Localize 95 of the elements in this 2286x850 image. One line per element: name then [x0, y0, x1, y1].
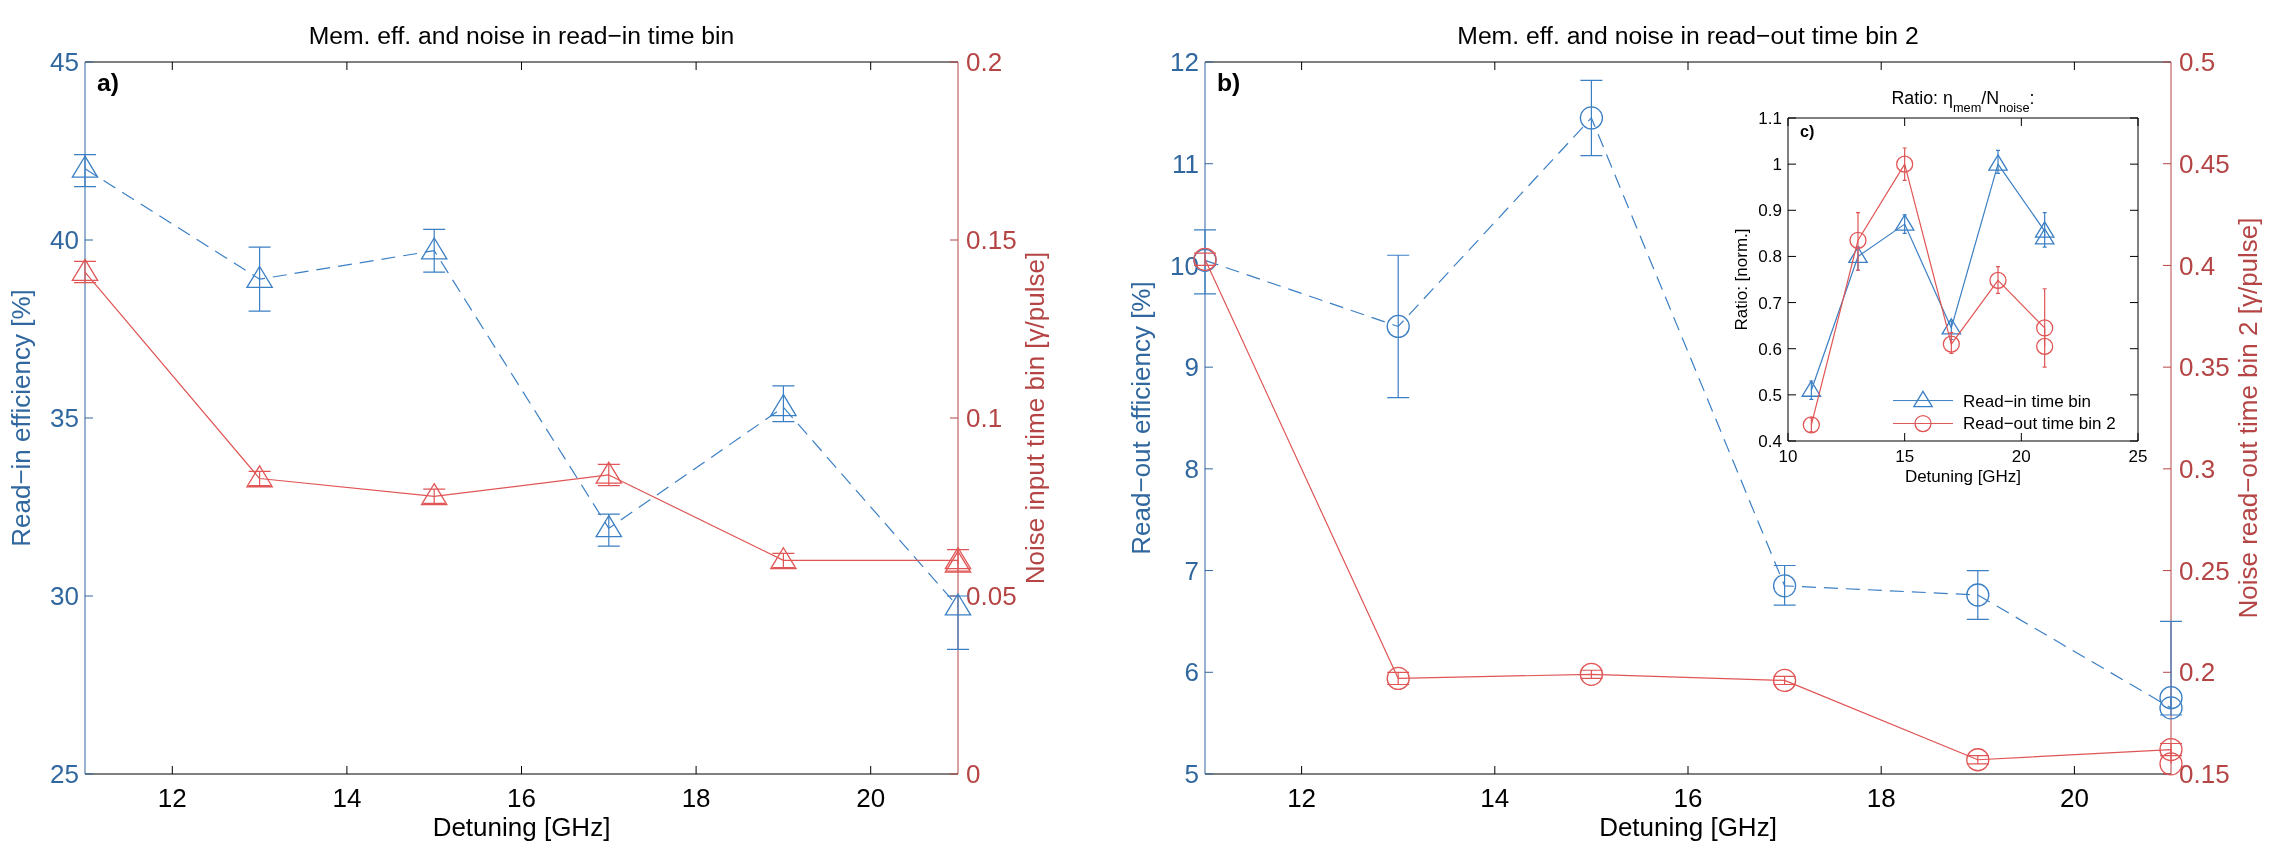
y-tick-label: 12: [1170, 47, 1199, 78]
y-tick-label: 1.1: [1758, 108, 1782, 128]
point: [1941, 318, 1962, 335]
y-tick-label: 0.5: [1758, 385, 1782, 405]
y2-tick-label: 0.35: [2179, 352, 2230, 383]
point: [2159, 737, 2183, 762]
point: [2034, 221, 2055, 238]
x-tick-label: 15: [1895, 447, 1915, 467]
x-tick-label: 12: [157, 782, 187, 813]
x-axis-title: Detuning [GHz]: [1904, 466, 2022, 486]
y2-tick-label: 0.5: [2179, 47, 2216, 78]
x-tick-label: 14: [332, 782, 362, 813]
y2-tick-label: 0.2: [2179, 657, 2216, 688]
y-tick-label: 11: [1172, 148, 1199, 179]
chart-title: Ratio: η$_{mem}$/N$_{noise}$:: [1891, 88, 2035, 115]
point: [1988, 154, 2008, 171]
x-axis-title: Detuning [GHz]: [432, 812, 611, 843]
y2-tick-label: 0.4: [2179, 250, 2216, 281]
annotation: c): [1800, 121, 1815, 140]
point: [1848, 246, 1868, 264]
x-tick-label: 18: [1866, 782, 1896, 813]
point: [2034, 228, 2055, 245]
point: [1896, 155, 1914, 173]
x-tick-label: 20: [2011, 447, 2031, 467]
y-axis-title: Read−in efficiency [%]: [6, 289, 37, 547]
y-axis-title: Ratio: [norm.]: [1732, 228, 1752, 331]
point: [595, 515, 623, 538]
point: [1579, 662, 1604, 686]
y-tick-label: 0.6: [1758, 339, 1782, 359]
x-tick-label: 16: [507, 782, 536, 813]
point: [1989, 271, 2007, 290]
point: [246, 465, 273, 488]
y2-tick-label: 0.05: [966, 581, 1017, 612]
y-axis-title: Read−out efficiency [%]: [1126, 281, 1157, 555]
point: [1386, 666, 1410, 691]
point: [1801, 380, 1822, 397]
point: [1386, 314, 1410, 339]
y2-tick-label: 0.15: [2179, 759, 2230, 790]
y2-tick-label: 0.25: [2179, 555, 2230, 586]
point: [420, 237, 448, 260]
x-tick-label: 25: [2128, 447, 2148, 467]
point: [71, 155, 99, 178]
y2-tick-label: 0.1: [966, 403, 1003, 434]
y2-axis-title: Noise input time bin [γ/pulse]: [1019, 251, 1050, 585]
y2-tick-label: 0.15: [966, 225, 1017, 256]
y-tick-label: 5: [1184, 759, 1199, 790]
point: [246, 265, 273, 289]
y-tick-label: 0.8: [1758, 247, 1782, 267]
point: [1966, 748, 1990, 772]
y2-axis-title: Noise read−out time bin 2 [γ/pulse]: [2232, 217, 2263, 619]
y2-tick-label: 0: [966, 759, 981, 790]
annotation: a): [97, 68, 119, 96]
x-tick-label: 20: [2059, 782, 2089, 813]
x-tick-label: 18: [681, 782, 711, 813]
y-tick-label: 45: [50, 47, 79, 78]
chart-title: Mem. eff. and noise in read−in time bin: [308, 22, 735, 49]
point: [1849, 231, 1867, 249]
y2-tick-label: 0.2: [966, 47, 1003, 78]
y-tick-label: 35: [50, 403, 79, 434]
y-tick-label: 6: [1184, 657, 1199, 688]
x-tick-label: 20: [856, 782, 886, 813]
point: [2036, 319, 2054, 337]
point: [770, 547, 797, 570]
y-tick-label: 10: [1170, 250, 1199, 281]
point: [1772, 574, 1797, 598]
y-tick-label: 1: [1772, 155, 1782, 175]
point: [2159, 686, 2183, 710]
y-tick-label: 0.7: [1758, 293, 1782, 313]
point: [770, 394, 797, 417]
y2-tick-label: 0.45: [2179, 148, 2230, 179]
y-tick-label: 8: [1184, 453, 1199, 484]
point: [1802, 416, 1820, 434]
point: [1579, 106, 1604, 130]
legend-label: Read−out time bin 2: [1963, 414, 2116, 434]
x-tick-label: 14: [1480, 782, 1510, 813]
chart-title: Mem. eff. and noise in read−out time bin 2: [1457, 22, 1919, 49]
point: [420, 483, 448, 506]
y-tick-label: 40: [50, 225, 79, 256]
annotation: b): [1217, 68, 1241, 96]
y2-tick-label: 0.3: [2179, 453, 2216, 484]
y-tick-label: 25: [50, 759, 79, 790]
point: [1966, 583, 1990, 607]
x-tick-label: 16: [1673, 782, 1703, 813]
y-tick-label: 30: [50, 581, 79, 612]
point: [2036, 337, 2054, 356]
legend-label: Read−in time bin: [1963, 391, 2092, 411]
y-tick-label: 9: [1184, 352, 1199, 383]
y-tick-label: 7: [1184, 555, 1199, 586]
y-tick-label: 0.9: [1758, 201, 1782, 221]
x-axis-title: Detuning [GHz]: [1599, 812, 1777, 843]
point: [1772, 668, 1797, 693]
point: [1894, 214, 1915, 231]
point: [1942, 335, 1960, 353]
x-tick-label: 12: [1287, 782, 1317, 813]
point: [2159, 696, 2183, 720]
